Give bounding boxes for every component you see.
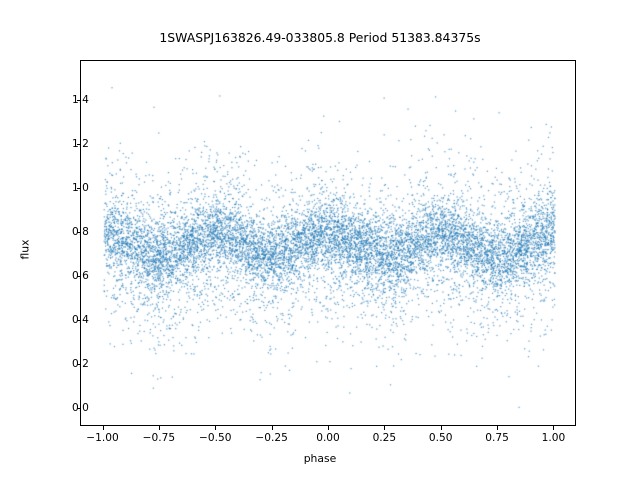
y-tick-label: 1.2 bbox=[72, 137, 89, 150]
x-tick-label: 1.00 bbox=[541, 432, 566, 444]
y-tick-mark bbox=[76, 231, 80, 233]
x-tick-mark bbox=[440, 426, 442, 430]
y-tick-label: 1.4 bbox=[72, 93, 89, 106]
y-tick-mark bbox=[76, 187, 80, 189]
y-tick-label: 0.8 bbox=[72, 225, 89, 238]
y-tick-label: 0.0 bbox=[72, 402, 89, 415]
x-tick-label: −0.50 bbox=[199, 432, 232, 444]
x-tick-label: 0.75 bbox=[485, 432, 509, 444]
y-tick-label: 0.6 bbox=[72, 270, 89, 283]
x-tick-mark bbox=[271, 426, 273, 430]
x-tick-label: 0.00 bbox=[316, 432, 340, 444]
x-tick-label: −0.25 bbox=[255, 432, 288, 444]
x-tick-mark bbox=[328, 426, 329, 430]
x-tick-mark bbox=[215, 426, 217, 430]
x-tick-mark bbox=[102, 426, 104, 430]
y-tick-mark bbox=[76, 276, 80, 278]
y-tick-label: 1.0 bbox=[72, 181, 89, 194]
x-tick-mark bbox=[384, 426, 386, 430]
y-tick-mark bbox=[76, 364, 80, 366]
y-axis-label: flux bbox=[18, 239, 32, 260]
x-tick-label: −0.75 bbox=[142, 432, 176, 444]
x-axis-label: phase bbox=[303, 452, 337, 465]
page-title: 1SWASPJ163826.49-033805.8 Period 51383.8… bbox=[159, 30, 481, 45]
y-tick-mark bbox=[76, 99, 80, 101]
scatter-plot-points bbox=[81, 61, 575, 425]
y-tick-label: 0.2 bbox=[72, 358, 89, 371]
x-tick-mark bbox=[553, 426, 555, 430]
x-tick-label: −1.00 bbox=[86, 432, 119, 444]
y-tick-label: 0.4 bbox=[72, 314, 89, 327]
x-tick-label: 0.50 bbox=[428, 432, 453, 444]
x-tick-mark bbox=[158, 426, 160, 430]
x-tick-mark bbox=[497, 426, 499, 430]
plot-axes-area bbox=[80, 60, 576, 426]
x-tick-label: 0.25 bbox=[372, 432, 397, 444]
y-tick-mark bbox=[76, 408, 80, 410]
y-tick-mark bbox=[76, 320, 80, 322]
y-tick-mark bbox=[76, 143, 80, 145]
